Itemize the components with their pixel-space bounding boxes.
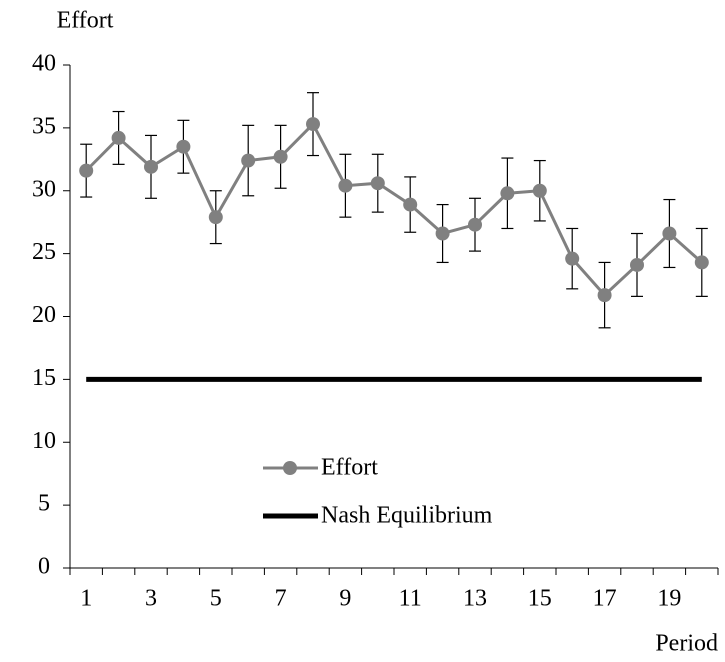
- x-axis-label: Period: [655, 631, 718, 657]
- y-tick-label: 5: [38, 491, 50, 517]
- marker: [662, 226, 677, 241]
- x-tick-label: 19: [657, 586, 681, 612]
- marker: [500, 186, 515, 201]
- marker: [403, 197, 418, 212]
- x-tick-label: 17: [593, 586, 617, 612]
- x-tick-label: 15: [528, 586, 552, 612]
- marker: [338, 178, 353, 193]
- marker: [370, 176, 385, 191]
- marker: [694, 255, 709, 270]
- marker: [176, 139, 191, 154]
- marker: [435, 226, 450, 241]
- marker: [306, 117, 320, 132]
- marker: [532, 183, 547, 198]
- x-tick-label: 13: [463, 586, 487, 612]
- x-tick-label: 3: [145, 586, 157, 612]
- y-tick-label: 20: [32, 302, 56, 328]
- legend-label: Nash Equilibrium: [321, 503, 493, 529]
- legend-label: Effort: [321, 455, 378, 481]
- marker: [241, 153, 256, 168]
- x-tick-label: 7: [275, 586, 287, 612]
- marker: [597, 288, 612, 303]
- marker: [144, 159, 158, 174]
- y-axis-label: Effort: [57, 8, 114, 34]
- marker: [565, 251, 580, 266]
- y-tick-label: 30: [32, 176, 56, 202]
- x-tick-label: 11: [399, 586, 422, 612]
- x-tick-label: 9: [339, 586, 351, 612]
- marker: [630, 257, 644, 272]
- legend-marker: [283, 461, 297, 475]
- marker: [273, 149, 288, 164]
- y-tick-label: 10: [32, 428, 56, 454]
- y-tick-label: 40: [32, 51, 56, 77]
- y-tick-label: 25: [32, 239, 56, 265]
- marker: [208, 210, 223, 225]
- marker: [79, 163, 94, 178]
- y-tick-label: 0: [38, 554, 50, 580]
- x-tick-label: 1: [80, 586, 92, 612]
- series-line: [85, 121, 703, 298]
- marker: [468, 217, 482, 232]
- x-tick-label: 5: [210, 586, 222, 612]
- marker: [111, 130, 126, 145]
- y-tick-label: 15: [32, 365, 56, 391]
- y-tick-label: 35: [32, 113, 56, 139]
